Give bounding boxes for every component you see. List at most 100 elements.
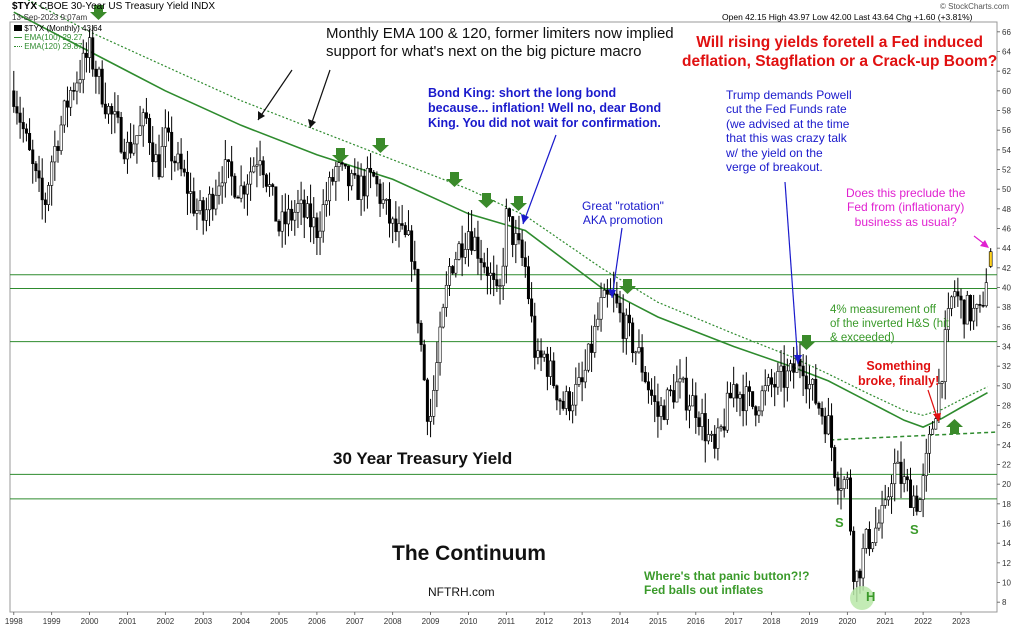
price-bar [586,343,590,373]
preclude-line: Does this preclude the [846,186,966,200]
price-bar [429,398,433,438]
price-bar [785,358,789,402]
x-tick-label: 2000 [81,617,99,626]
price-bar [274,186,278,222]
price-bar [406,210,410,236]
price-bar [223,140,227,198]
headline: Will rising yields foretell a Fed induce… [682,34,997,71]
preclude-line: Fed from (inflationary) [847,200,965,215]
price-bar [627,302,631,337]
price-bar [924,438,928,492]
y-tick-label: 26 [1002,421,1011,430]
price-bar [328,171,332,216]
price-bar [542,350,546,362]
price-bar [154,143,158,163]
price-bar [24,123,28,142]
trump-line: (we advised at the time [726,116,850,131]
price-bar [15,90,19,125]
something-broke-line: broke, finally! [858,374,940,388]
price-bar [384,198,388,215]
price-bar [921,463,925,518]
price-bar [789,359,793,382]
y-tick-label: 30 [1002,382,1011,391]
x-tick-label: 2006 [308,617,326,626]
price-bar [138,105,142,136]
price-bar [669,385,673,397]
price-bar [293,199,297,236]
price-bar [132,124,136,156]
price-bar [277,219,281,237]
price-bar [530,282,534,323]
trump-note: Trump demands Powell cut the Fed Funds r… [726,88,852,174]
price-bar [375,171,379,197]
rotation-line: Great "rotation" [582,199,664,213]
price-bar [441,303,445,329]
price-bar [400,204,404,230]
price-bar [466,211,470,267]
price-bar [637,329,641,354]
price-bar [646,372,650,404]
price-bar [62,99,66,133]
price-bar [801,354,805,396]
price-bar [880,490,884,539]
price-bar [915,485,919,516]
x-tick-label: 2014 [611,617,629,626]
price-bar [381,182,385,209]
price-bar [290,200,294,231]
panic-line: Where's that panic button?!? [644,569,810,583]
price-bar [236,195,240,199]
price-bar [968,294,972,331]
x-tick-label: 2018 [763,617,781,626]
price-bar [687,394,691,429]
price-bar [81,39,85,94]
y-axis: 8 10 12 14 16 18 20 22 24 26 28 30 32 34 36 38 40 42 44 46 4… [997,28,1011,607]
x-tick-label: 2001 [119,617,137,626]
bond-king-line: Bond King: short the long bond [428,86,617,100]
price-bar [192,177,196,217]
y-tick-label: 60 [1002,87,1011,96]
price-bar [208,186,212,227]
price-bar [653,376,657,423]
y-tick-label: 20 [1002,480,1011,489]
price-bar [804,355,808,404]
price-bar [621,294,625,353]
rotation-pointer-head-icon [608,289,616,298]
price-bar [981,291,985,308]
price-bar [975,303,979,327]
price-bar [448,258,452,296]
legend-ema120-swatch [14,46,22,48]
y-tick-label: 36 [1002,323,1011,332]
price-bar [602,283,606,298]
rotation-line: AKA promotion [582,213,663,228]
price-bar [470,210,474,255]
x-tick-label: 2017 [725,617,743,626]
price-bar [684,356,688,421]
price-bar [12,70,16,113]
y-tick-label: 46 [1002,225,1011,234]
price-bar [482,252,486,274]
symbol-description: CBOE 30-Year US Treasury Yield INDX [39,1,216,12]
legend-price-label: $TYX (Monthly) 43.64 [24,24,103,33]
price-bar [773,372,777,407]
price-bar [167,111,171,142]
price-bar [744,372,748,426]
x-tick-label: 2008 [384,617,402,626]
price-bar [552,352,556,389]
price-bar [577,362,581,388]
green-arrow-up-icon [946,419,963,434]
price-bar [103,82,107,119]
head-marker [850,586,874,610]
price-bar [517,215,521,245]
price-bar [97,66,101,95]
legend-price: $TYX (Monthly) 43.64 [14,24,102,33]
price-bar [700,398,704,441]
price-bar [978,294,982,313]
y-tick-label: 16 [1002,520,1011,529]
price-bar [239,165,243,203]
price-bar [874,507,878,547]
price-bar [631,317,635,363]
ema-pointer-head-icon [258,111,265,120]
price-bar [157,134,161,180]
trump-pointer-line [784,181,799,365]
